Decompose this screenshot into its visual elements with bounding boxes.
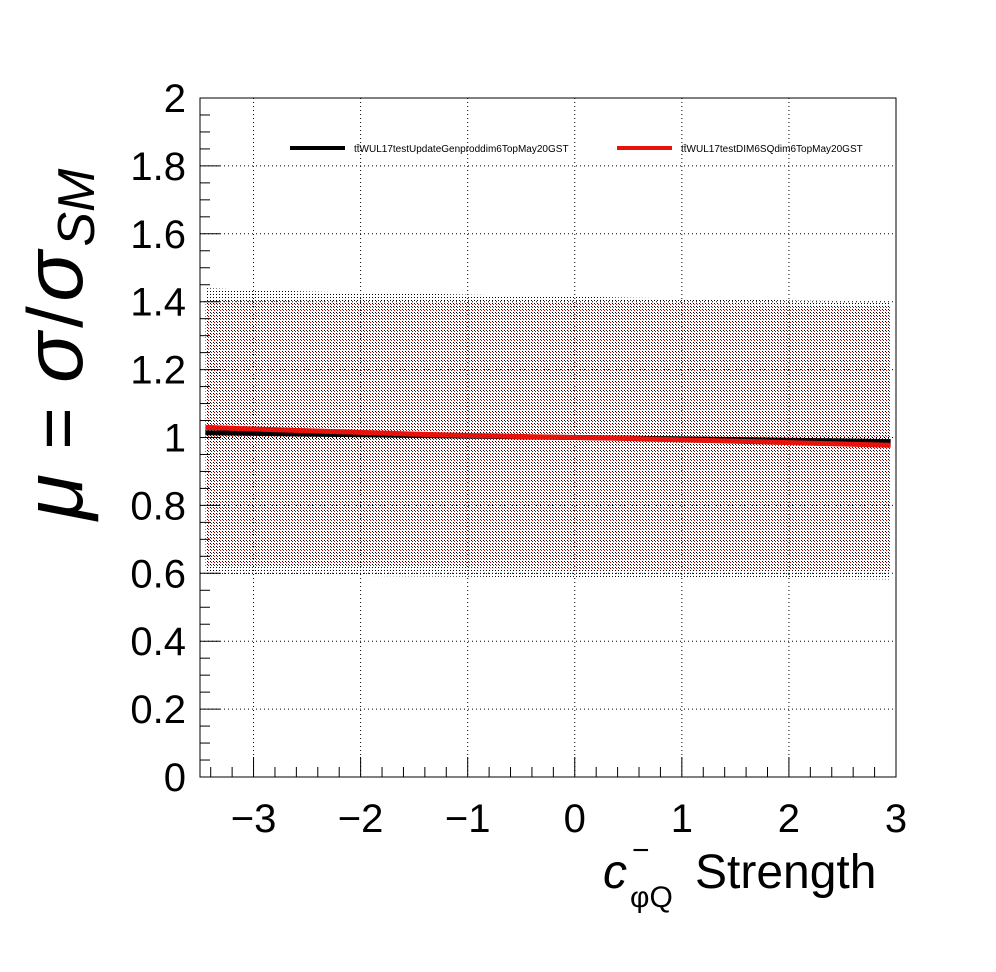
series-lines — [205, 424, 891, 448]
axis-ticks — [200, 97, 897, 778]
x-axis-c: c — [603, 846, 627, 899]
y-tick-label: 0.2 — [130, 688, 186, 732]
y-tick-label: 2 — [164, 77, 186, 121]
y-tick-label: 0.6 — [130, 552, 186, 596]
x-tick-label: 2 — [778, 797, 800, 841]
x-axis-superscript: − — [632, 834, 650, 867]
y-axis-slash: / — [11, 306, 99, 328]
legend: tt̄WUL17testUpdateGenproddim6TopMay20GST… — [290, 143, 863, 155]
x-tick-label: 1 — [671, 797, 693, 841]
y-tick-labels: 0 0.2 0.4 0.6 0.8 1 1.2 1.4 1.6 1.8 2 — [130, 77, 186, 800]
y-tick-label: 0 — [164, 756, 186, 800]
y-axis-sigma2: σ — [6, 248, 100, 302]
x-tick-label: 0 — [564, 797, 586, 841]
x-axis-title: c − φQ Strength — [603, 834, 876, 914]
x-axis-rest: Strength — [695, 846, 876, 899]
y-axis-title: μ = σ / σ SM — [6, 168, 106, 522]
y-tick-label: 1.4 — [130, 281, 186, 325]
x-tick-label: 3 — [885, 797, 907, 841]
y-tick-label: 1 — [164, 417, 186, 461]
y-axis-sigma: σ — [6, 329, 100, 383]
x-tick-label: −3 — [231, 797, 277, 841]
x-tick-labels: −3 −2 −1 0 1 2 3 — [231, 797, 907, 841]
y-tick-label: 1.2 — [130, 349, 186, 393]
y-axis-subscript: SM — [48, 168, 106, 247]
x-tick-label: −2 — [338, 797, 384, 841]
y-tick-label: 0.4 — [130, 620, 186, 664]
y-tick-label: 1.8 — [130, 145, 186, 189]
y-axis-mu: μ — [6, 474, 100, 522]
y-tick-label: 1.6 — [130, 213, 186, 257]
y-tick-label: 0.8 — [130, 484, 186, 528]
x-axis-subscript: φQ — [630, 881, 673, 914]
x-tick-label: −1 — [445, 797, 491, 841]
y-axis-equals: = — [18, 407, 98, 449]
legend-label-series-1: tt̄WUL17testDIM6SQdim6TopMay20GST — [681, 143, 863, 155]
legend-label-series-0: tt̄WUL17testUpdateGenproddim6TopMay20GST — [354, 143, 569, 155]
line-series-1 — [205, 424, 891, 448]
